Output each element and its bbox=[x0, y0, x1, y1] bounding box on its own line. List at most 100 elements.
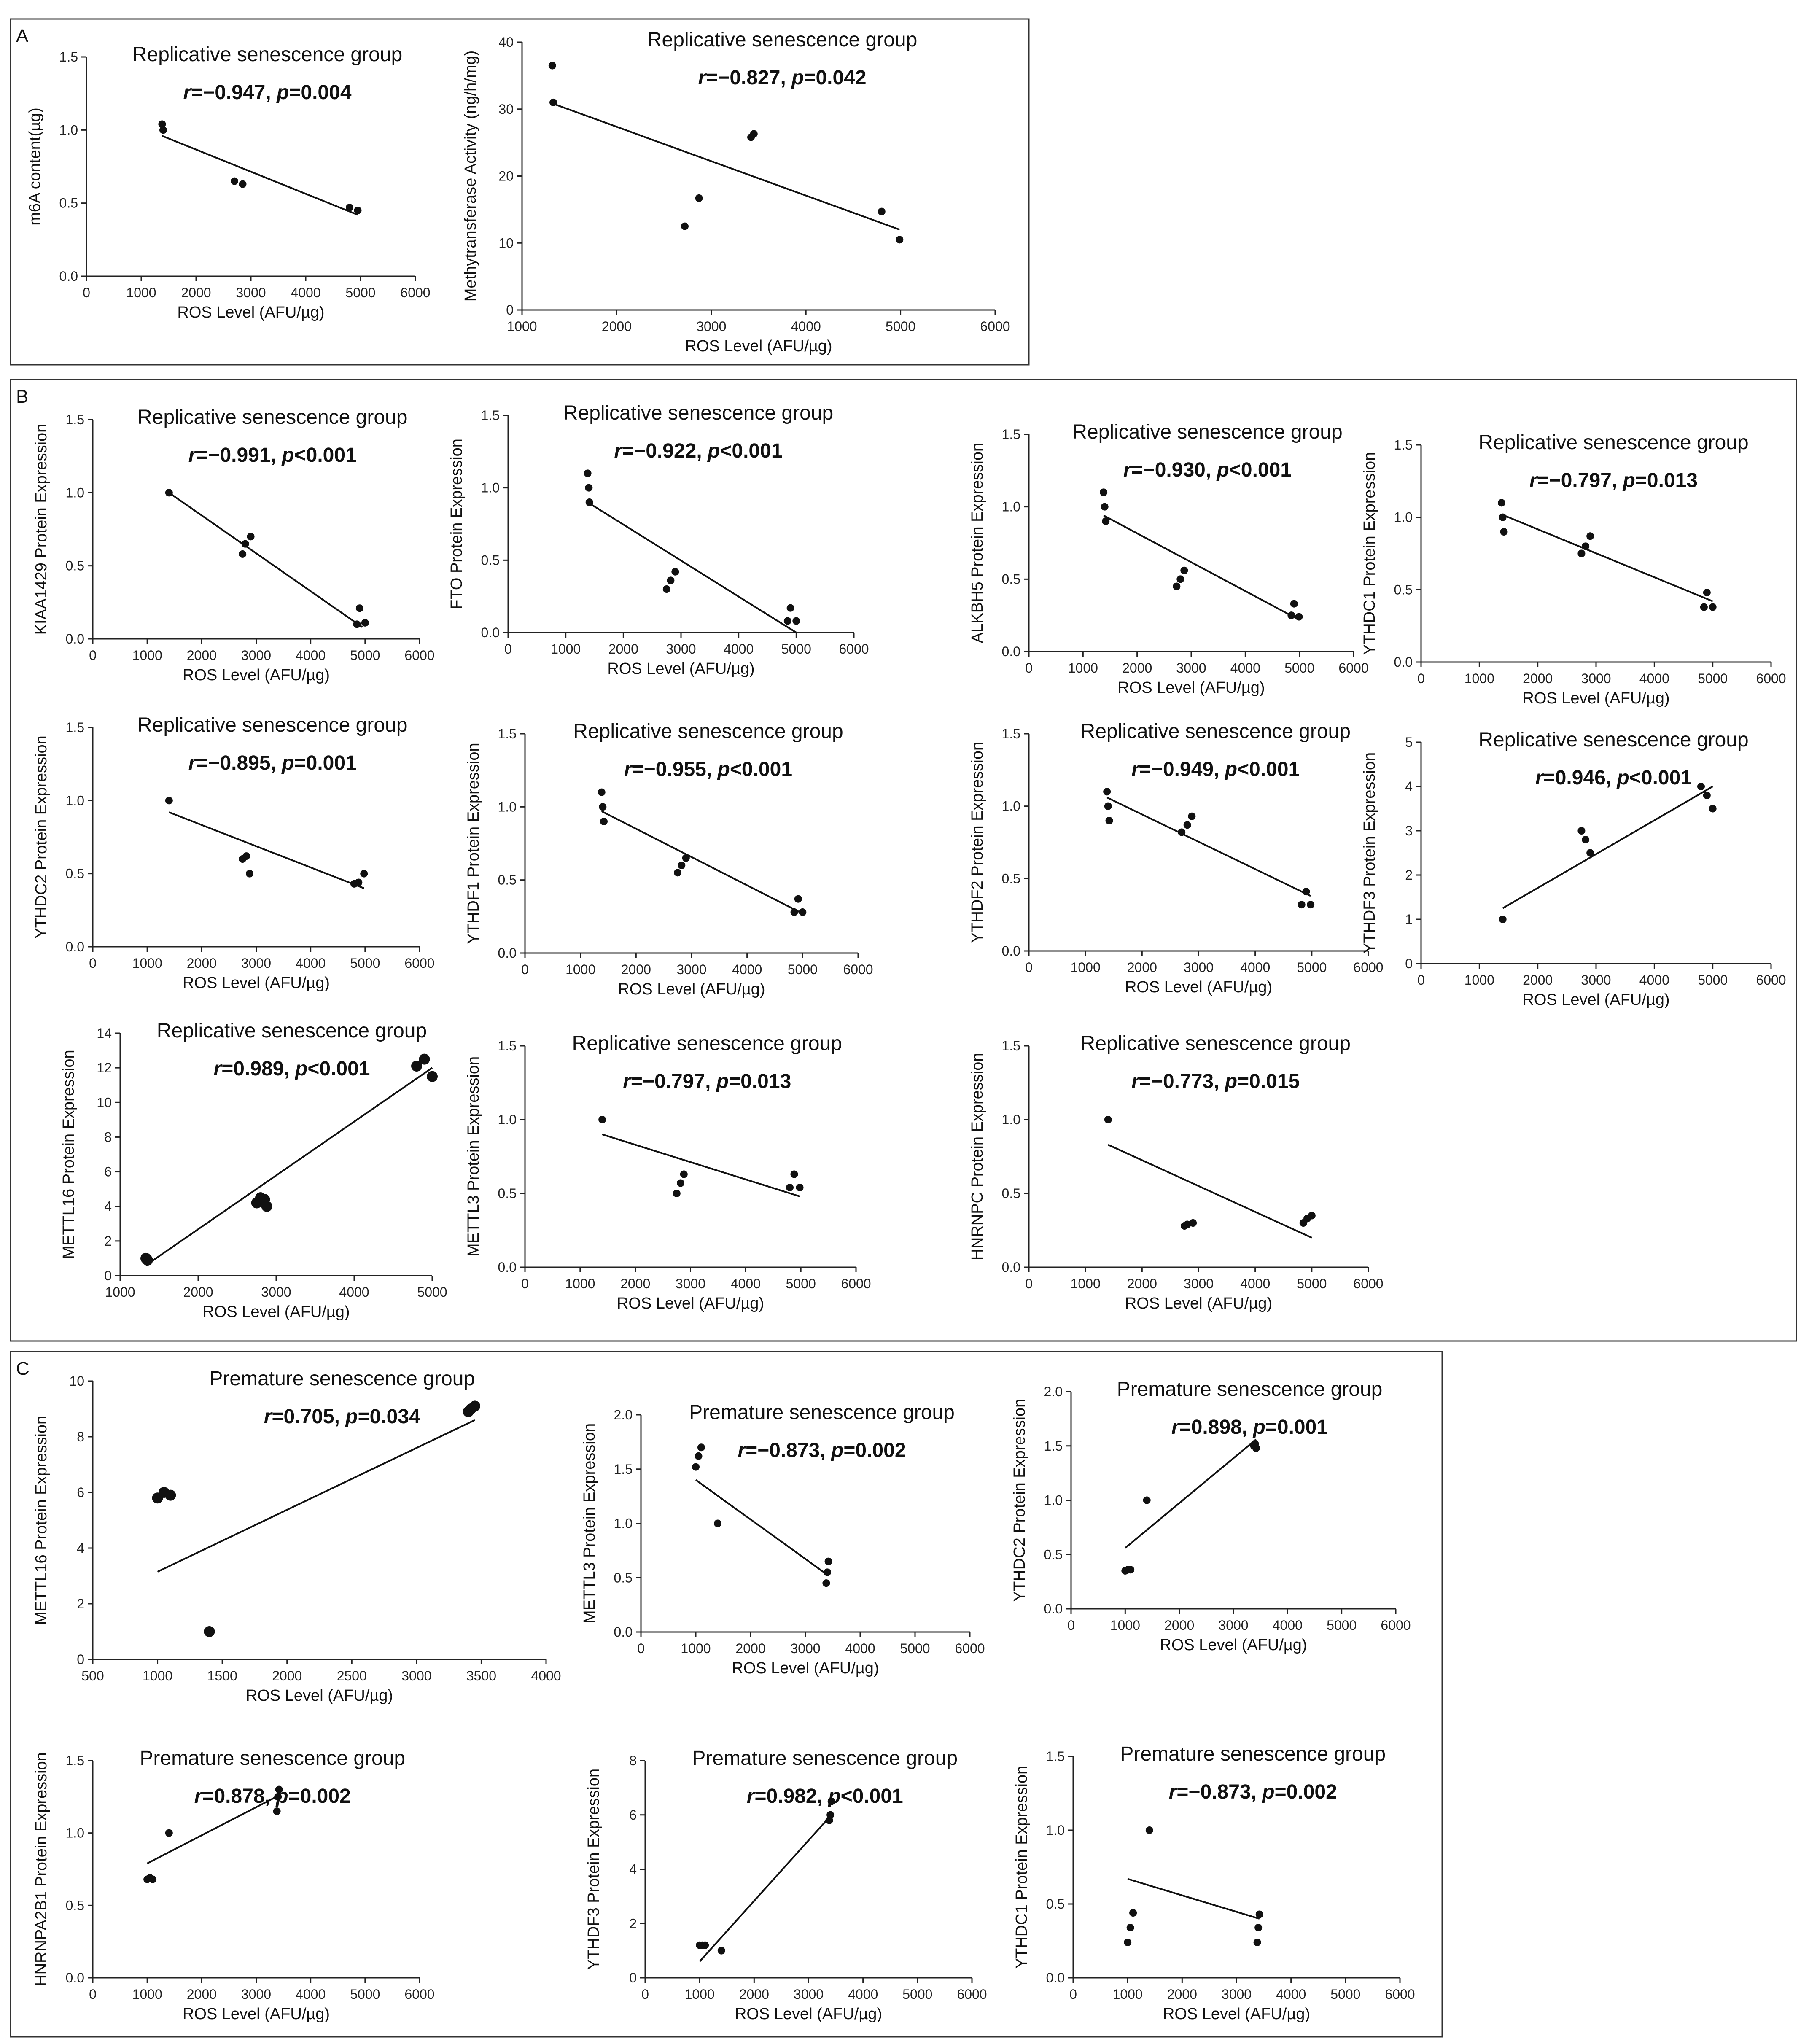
panel-a-label: A bbox=[16, 26, 29, 46]
data-point bbox=[799, 908, 807, 916]
x-tick-label: 3000 bbox=[676, 962, 706, 977]
panel-a-frame bbox=[10, 18, 1030, 366]
x-tick-label: 3000 bbox=[401, 1668, 431, 1683]
x-axis-label: ROS Level (AFU/µg) bbox=[177, 304, 324, 321]
r-value: =−0.873, bbox=[1176, 1781, 1262, 1803]
x-tick-label: 0 bbox=[89, 648, 97, 663]
y-tick-label: 2 bbox=[77, 1596, 84, 1611]
p-symbol: p bbox=[830, 1439, 843, 1462]
stat-annotation: r=−0.797, p=0.013 bbox=[1529, 469, 1698, 492]
data-point bbox=[355, 878, 363, 886]
data-point bbox=[1703, 792, 1711, 799]
y-tick-label: 0 bbox=[629, 1970, 637, 1985]
data-point bbox=[239, 180, 247, 188]
y-tick-label: 1.5 bbox=[66, 412, 84, 427]
y-tick-label: 0.5 bbox=[1002, 871, 1020, 886]
data-point bbox=[692, 1463, 700, 1471]
data-point bbox=[1308, 1212, 1316, 1220]
x-tick-label: 5000 bbox=[417, 1285, 447, 1300]
x-tick-label: 2000 bbox=[181, 285, 211, 300]
data-point bbox=[827, 1797, 835, 1805]
chart-b7: 0 1000 2000 3000 4000 5000 6000 0.0 0.5 1.0 1.5 ROS… bbox=[969, 720, 1384, 996]
y-tick-label: 1.5 bbox=[498, 726, 517, 741]
x-tick-label: 0 bbox=[1417, 671, 1425, 686]
data-point bbox=[165, 1489, 176, 1501]
y-tick-label: 1.0 bbox=[1002, 799, 1020, 814]
data-point bbox=[1582, 836, 1590, 843]
x-axis-label: ROS Level (AFU/µg) bbox=[618, 980, 765, 998]
r-symbol: r bbox=[614, 440, 623, 462]
p-value: <0.001 bbox=[1629, 767, 1692, 789]
x-tick-label: 5000 bbox=[1327, 1618, 1357, 1633]
data-point bbox=[1499, 513, 1507, 521]
y-tick-label: 0.5 bbox=[498, 1186, 517, 1201]
regression-line bbox=[162, 135, 358, 216]
x-tick-label: 3000 bbox=[1222, 1987, 1252, 2002]
chart-title: Replicative senescence group bbox=[573, 720, 843, 743]
x-tick-label: 1000 bbox=[132, 648, 162, 663]
stat-annotation: r=0.982, p<0.001 bbox=[747, 1785, 903, 1807]
r-symbol: r bbox=[1131, 1070, 1140, 1093]
data-point bbox=[1173, 582, 1181, 590]
data-point bbox=[667, 576, 675, 584]
data-point bbox=[1298, 901, 1306, 909]
regression-line bbox=[157, 1419, 475, 1573]
data-point bbox=[792, 617, 800, 625]
regression-line bbox=[602, 1134, 800, 1197]
x-tick-label: 3000 bbox=[666, 641, 696, 657]
x-tick-label: 1000 bbox=[685, 1987, 715, 2002]
y-axis-label: YTHDC1 Protein Expression bbox=[1013, 1766, 1031, 1969]
data-point bbox=[826, 1811, 835, 1819]
y-tick-label: 0.0 bbox=[1394, 654, 1413, 670]
data-point bbox=[878, 207, 886, 215]
data-point bbox=[600, 818, 608, 825]
chart-title: Replicative senescence group bbox=[1081, 720, 1351, 743]
p-symbol: p bbox=[1616, 767, 1629, 789]
y-axis-label: HNRNPC Protein Expression bbox=[969, 1053, 986, 1260]
p-value: =0.002 bbox=[288, 1785, 351, 1807]
x-tick-label: 1500 bbox=[207, 1668, 237, 1683]
chart-c3: 0 1000 2000 3000 4000 5000 6000 0.0 0.5 1.0 1.5 2.0… bbox=[1011, 1378, 1411, 1654]
y-tick-label: 2 bbox=[1405, 867, 1413, 883]
x-tick-label: 5000 bbox=[1284, 660, 1314, 676]
y-tick-label: 0.0 bbox=[1002, 644, 1020, 659]
y-axis-label: Methytransferase Activity (ng/h/mg) bbox=[462, 51, 479, 302]
chart-title: Premature senescence group bbox=[209, 1368, 475, 1390]
data-point bbox=[598, 788, 606, 796]
x-tick-label: 1000 bbox=[132, 956, 162, 971]
data-point bbox=[346, 204, 353, 212]
stat-annotation: r=−0.895, p=0.001 bbox=[188, 752, 357, 774]
r-symbol: r bbox=[1529, 469, 1538, 492]
data-point bbox=[275, 1785, 283, 1794]
regression-line bbox=[553, 103, 900, 231]
data-point bbox=[165, 797, 173, 805]
chart-title: Replicative senescence group bbox=[137, 714, 407, 736]
y-tick-label: 0.0 bbox=[66, 939, 84, 954]
p-value: <0.001 bbox=[1229, 459, 1292, 481]
y-tick-label: 0 bbox=[104, 1268, 112, 1283]
x-tick-label: 6000 bbox=[1381, 1618, 1411, 1633]
x-tick-label: 1000 bbox=[507, 319, 537, 334]
x-tick-label: 2000 bbox=[602, 319, 632, 334]
x-tick-label: 5000 bbox=[1297, 1276, 1327, 1291]
x-tick-label: 4000 bbox=[1230, 660, 1260, 676]
stat-annotation: r=0.898, p=0.001 bbox=[1171, 1416, 1328, 1438]
r-symbol: r bbox=[1169, 1781, 1178, 1803]
p-symbol: p bbox=[1261, 1781, 1274, 1803]
x-tick-label: 1000 bbox=[565, 1276, 595, 1291]
x-tick-label: 1000 bbox=[126, 285, 156, 300]
y-tick-label: 0.5 bbox=[66, 1898, 84, 1913]
stat-annotation: r=−0.773, p=0.015 bbox=[1131, 1070, 1300, 1093]
x-tick-label: 3000 bbox=[1581, 671, 1611, 686]
y-axis-label: YTHDC2 Protein Expression bbox=[32, 735, 50, 939]
x-tick-label: 6000 bbox=[400, 285, 430, 300]
data-point bbox=[1104, 1116, 1112, 1123]
y-tick-label: 30 bbox=[498, 102, 514, 117]
data-point bbox=[165, 489, 173, 497]
r-value: =0.898, bbox=[1179, 1416, 1253, 1438]
data-point bbox=[241, 540, 249, 548]
p-symbol: p bbox=[1224, 758, 1237, 781]
p-symbol: p bbox=[276, 81, 289, 104]
y-tick-label: 0 bbox=[506, 302, 514, 318]
y-tick-label: 4 bbox=[104, 1199, 112, 1214]
